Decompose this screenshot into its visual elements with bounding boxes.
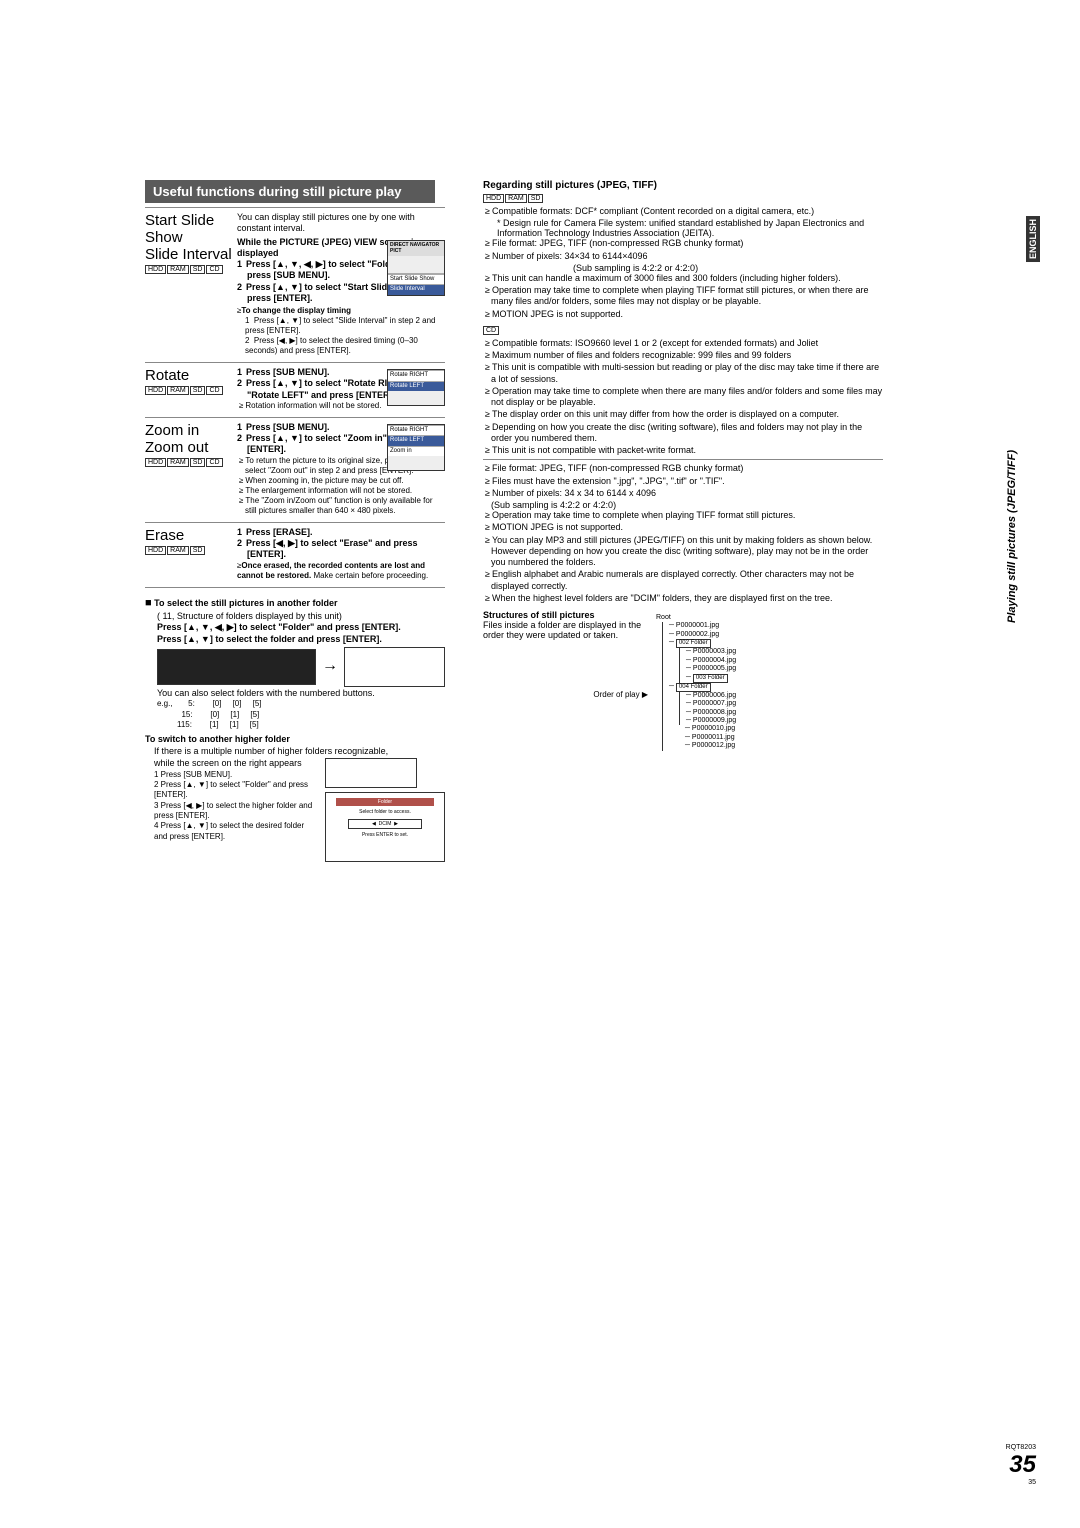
tag-sd: SD [190,265,206,274]
navigator-ui-sketch [157,649,316,685]
slide-t1: Press [▲, ▼] to select "Slide Interval" … [245,316,436,335]
zoom-step1: Press [SUB MENU]. [246,422,330,432]
left-column: Useful functions during still picture pl… [145,180,445,862]
slide-menu-ui: DIRECT NAVIGATOR PICT Start Slide Show S… [387,240,445,296]
struct-head: Structures of still pictures [483,610,595,620]
folder-tree: Root ─ P0000001.jpg ─ P0000002.jpg ─ 002… [656,614,736,751]
slide-section: Start Slide Show Slide Interval HDDRAMSD… [145,207,445,356]
sub-sampling-1: (Sub sampling is 4:2:2 or 4:2:0) [483,263,883,273]
foot-s1: Press [SUB MENU]. [161,770,233,779]
timing-head: To change the display timing [241,306,351,315]
foot-p1: Press [▲, ▼, ◀, ▶] to select "Folder" an… [157,622,401,632]
zoom-n4: The "Zoom in/Zoom out" function is only … [237,496,445,516]
struct-txt: Files inside a folder are displayed in t… [483,620,648,640]
section-header: Useful functions during still picture pl… [145,180,435,203]
zoom-n2: When zooming in, the picture may be cut … [237,476,445,486]
right-h1: Regarding still pictures (JPEG, TIFF) [483,180,883,191]
rotate-menu-ui: Rotate RIGHT Rotate LEFT [387,369,445,406]
higher-folder-ui-sketch: Folder Select folder to access. ◀ DCIM ▶… [325,758,445,862]
rotate-title: Rotate [145,367,237,384]
foot-while: while the screen on the right appears [145,758,319,770]
foot-ref: ( 11, Structure of folders displayed by … [145,611,445,623]
rotate-section: Rotate HDDRAMSDCD Press [SUB MENU]. Pres… [145,362,445,411]
erase-step1: Press [ERASE]. [246,527,313,537]
foot-switch: To switch to another higher folder [145,734,290,744]
zoom-section: Zoom in Zoom out HDDRAMSDCD Press [SUB M… [145,417,445,516]
erase-section: Erase HDDRAMSD Press [ERASE]. Press [◀, … [145,522,445,589]
foot-p2: Press [▲, ▼] to select the folder and pr… [157,634,382,644]
foot-numbered: You can also select folders with the num… [145,688,445,700]
erase-title: Erase [145,527,237,544]
slide-t2: Press [◀, ▶] to select the desired timin… [245,336,418,355]
zoom-n3: The enlargement information will not be … [237,486,445,496]
foot-eg: e.g., 5: [0] [0] [5] 15: [0] [1] [5] 115… [145,699,445,730]
rotate-step1: Press [SUB MENU]. [246,367,330,377]
slide-intro: You can display still pictures one by on… [237,212,445,235]
tag-hdd: HDD [145,265,166,274]
page-number: RQT8203 35 35 [1006,1444,1036,1486]
foot-head: To select the still pictures in another … [154,598,337,608]
folder-list-ui-sketch [344,647,445,687]
language-tab: ENGLISH [1026,216,1040,262]
tag-cd: CD [206,265,222,274]
foot-s2: Press [▲, ▼] to select "Folder" and pres… [154,780,308,799]
folder-select-section: ■ To select the still pictures in anothe… [145,596,445,862]
dcf-note: * Design rule for Camera File system: un… [483,218,883,238]
sub-sampling-2: (Sub sampling is 4:2:2 or 4:2:0) [483,500,883,510]
order-label: Order of play ▶ [483,690,648,699]
right-column: Regarding still pictures (JPEG, TIFF) HD… [483,180,883,862]
bullet-list-2: Compatible formats: ISO9660 level 1 or 2… [483,338,883,457]
tag-ram: RAM [167,265,189,274]
zoom-title: Zoom in Zoom out [145,422,237,456]
zoom-menu-ui: Rotate RIGHT Rotate LEFT Zoom in [387,424,445,472]
bullet-list-1: Compatible formats: DCF* compliant (Cont… [483,206,883,217]
slide-title: Start Slide Show Slide Interval [145,212,237,263]
foot-s3: Press [◀, ▶] to select the higher folder… [154,801,312,820]
foot-multi: If there is a multiple number of higher … [145,746,445,758]
erase-step2: Press [◀, ▶] to select "Erase" and press… [246,538,417,559]
side-section-label: Playing still pictures (JPEG/TIFF) [1006,450,1018,623]
foot-s4: Press [▲, ▼] to select the desired folde… [154,821,304,840]
